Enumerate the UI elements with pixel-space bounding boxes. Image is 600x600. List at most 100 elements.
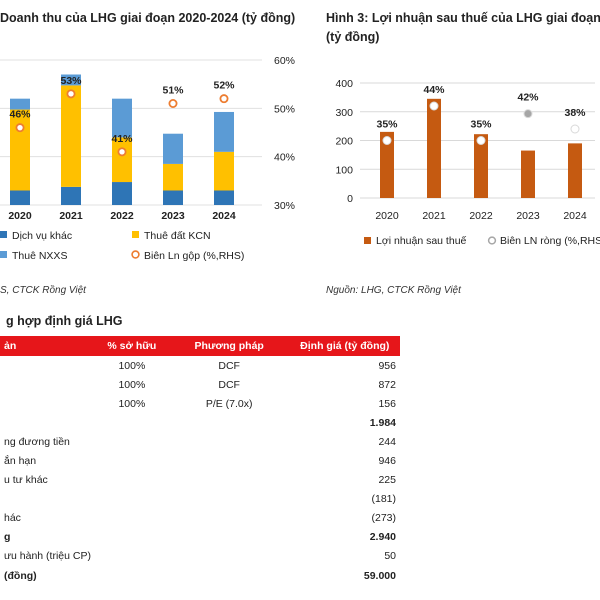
chart1-bar xyxy=(10,98,30,110)
table-cell-c0 xyxy=(0,490,95,509)
chart1-bar xyxy=(163,163,183,191)
chart1-margin-label: 46% xyxy=(9,109,31,121)
table-cell-c1: 100% xyxy=(118,378,146,391)
chart1-legend-swatch xyxy=(131,250,140,259)
table-cell-c0: g xyxy=(4,531,11,544)
table-cell-c1 xyxy=(95,432,169,451)
valuation-table: ản % sở hữu Phương pháp Định giá (tỷ đồn… xyxy=(0,336,400,585)
chart2-margin-label: 38% xyxy=(564,107,586,119)
table-cell-c2 xyxy=(169,413,290,432)
table-cell-c0: ưu hành (triệu CP) xyxy=(4,550,91,563)
chart1-source: S, CTCK Rồng Việt xyxy=(0,285,86,296)
chart2-title-line1: Hình 3: Lợi nhuận sau thuế của LHG giai … xyxy=(326,11,600,25)
chart2-x-tick: 2020 xyxy=(375,210,399,222)
table-header-ownership: % sở hữu xyxy=(94,336,169,356)
chart1-margin-point xyxy=(168,99,178,109)
table-row: u tư khác 225 xyxy=(0,471,400,490)
table-cell-c2 xyxy=(169,432,290,451)
chart2-margin-label: 35% xyxy=(376,119,398,131)
chart1-x-tick: 2023 xyxy=(161,210,185,222)
chart2-legend-label: Biên LN ròng (%,RHS xyxy=(500,235,600,247)
table-title: g hợp định giá LHG xyxy=(6,314,123,328)
table-cell-c1 xyxy=(95,471,169,490)
chart2-bar xyxy=(380,131,394,198)
chart1-legend-label: Dịch vụ khác xyxy=(12,230,72,242)
table-cell-c0: u tư khác xyxy=(4,474,48,487)
table-cell-c3: 872 xyxy=(378,378,396,391)
table-header-valuation: Định giá (tỷ đồng) xyxy=(289,336,400,356)
table-cell-c2 xyxy=(169,547,290,566)
table-cell-c1 xyxy=(95,490,169,509)
chart1-legend-swatch xyxy=(0,231,7,238)
table-row: (đồng) 59.000 xyxy=(0,566,400,585)
table-cell-c2 xyxy=(169,509,290,528)
table-cell-c3: 156 xyxy=(378,397,396,410)
chart1-svg: 2020 2021 2022 2023 2024 46% 53% 41% 51% 52% 60% 50… xyxy=(0,55,295,262)
table-row: g 2.940 xyxy=(0,528,400,547)
table-header-method: Phương pháp xyxy=(168,336,290,356)
chart2-source: Nguồn: LHG, CTCK Rồng Việt xyxy=(326,285,461,296)
chart2-x-tick: 2024 xyxy=(563,210,587,222)
table-header-asset: ản xyxy=(0,336,95,356)
chart1-bar xyxy=(61,85,81,187)
table-cell-c1 xyxy=(95,451,169,470)
chart1-margin-label: 52% xyxy=(213,80,235,92)
table-cell-c2 xyxy=(169,490,290,509)
table-cell-c3: (181) xyxy=(371,493,396,506)
chart1-margin-point xyxy=(66,89,76,99)
table-row: ưu hành (triệu CP) 50 xyxy=(0,547,400,566)
chart1-x-tick: 2024 xyxy=(212,210,236,222)
chart2-legend-swatch xyxy=(364,237,371,244)
table-cell-c3: 225 xyxy=(378,474,396,487)
chart1-legend-swatch xyxy=(0,251,7,258)
chart1-bar xyxy=(61,186,81,205)
table-cell-c0 xyxy=(0,394,95,413)
chart1-bar xyxy=(112,182,132,205)
chart1-x-tick: 2021 xyxy=(59,210,83,222)
chart1-bar xyxy=(10,190,30,205)
chart1-x-tick: 2020 xyxy=(8,210,32,222)
chart2-y-tick: 0 xyxy=(347,193,353,205)
table-cell-c0 xyxy=(0,375,95,394)
chart1-bar xyxy=(214,190,234,205)
chart2-legend-label: Lợi nhuận sau thuế xyxy=(376,235,467,247)
chart1-y2-tick: 30% xyxy=(274,200,295,212)
chart1-bar xyxy=(10,109,30,191)
table-cell-c2 xyxy=(169,451,290,470)
table-cell-c2 xyxy=(169,471,290,490)
chart2-bar xyxy=(568,143,582,198)
chart2-bar xyxy=(427,98,441,198)
table-row: 100% DCF 872 xyxy=(0,375,400,394)
table-cell-c2: DCF xyxy=(218,378,240,391)
chart2-margin-point xyxy=(523,109,533,119)
table-cell-c1 xyxy=(95,509,169,528)
table-cell-c0: (đồng) xyxy=(4,569,37,582)
chart2-margin-point xyxy=(382,136,392,145)
table-cell-c3: 1.984 xyxy=(369,416,396,429)
chart2-margin-label: 44% xyxy=(423,84,445,96)
chart2-bar xyxy=(474,134,488,198)
chart1-y2-tick: 60% xyxy=(274,55,295,67)
chart1-y2-tick: 50% xyxy=(274,103,295,115)
chart1-margin-point xyxy=(219,94,229,104)
chart2-y-tick: 100 xyxy=(335,164,353,176)
chart2-margin-point xyxy=(476,136,486,145)
chart1-margin-label: 51% xyxy=(162,85,184,97)
table-cell-c1 xyxy=(95,547,169,566)
chart1-bar xyxy=(214,151,234,191)
chart1-legend-label: Thuê NXXS xyxy=(12,250,67,262)
table-row: ắn hạn 946 xyxy=(0,451,400,470)
table-cell-c3: 956 xyxy=(378,359,396,372)
table-cell-c3: 50 xyxy=(384,550,396,563)
chart1-bar xyxy=(61,74,81,86)
chart1-bar xyxy=(163,133,183,164)
table-cell-c1 xyxy=(95,566,169,585)
chart2-margin-label: 42% xyxy=(517,92,539,104)
chart2-x-tick: 2021 xyxy=(422,210,446,222)
table-cell-c2 xyxy=(169,528,290,547)
table-row: 100% P/E (7.0x) 156 xyxy=(0,394,400,413)
chart1-bar xyxy=(163,190,183,205)
table-cell-c3: (273) xyxy=(371,512,396,525)
table-cell-c3: 59.000 xyxy=(363,569,396,582)
chart1-x-tick: 2022 xyxy=(110,210,134,222)
